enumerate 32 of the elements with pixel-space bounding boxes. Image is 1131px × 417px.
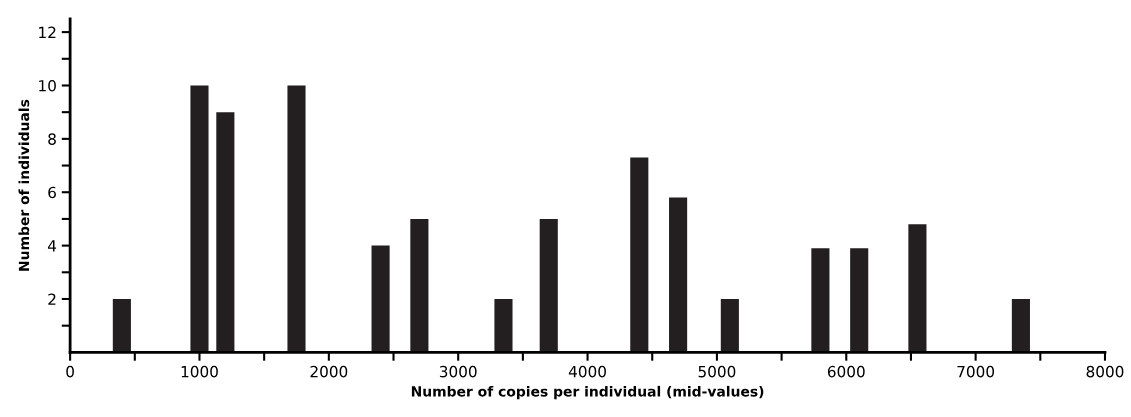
bar — [410, 218, 429, 353]
y-tick-label: 2 — [48, 293, 56, 305]
y-tick-label: 8 — [48, 133, 56, 145]
bar — [216, 112, 235, 353]
x-tick-label: 2000 — [310, 365, 348, 378]
y-tick-label: 4 — [47, 240, 57, 252]
x-tick-label: 5000 — [698, 365, 736, 378]
y-tick-label: 10 — [39, 79, 56, 92]
y-tick-label: 12 — [39, 26, 56, 38]
bar — [539, 218, 558, 353]
bar — [190, 85, 209, 353]
bar — [1011, 298, 1030, 353]
y-axis-title: Number of individuals — [18, 99, 30, 271]
x-tick-label: 6000 — [827, 365, 865, 378]
y-tick-label: 6 — [48, 186, 56, 199]
x-tick-label: 3000 — [439, 365, 477, 378]
bar — [112, 298, 131, 353]
bar — [850, 248, 869, 353]
bar — [371, 245, 390, 353]
bar — [287, 85, 306, 353]
x-tick-label: 7000 — [957, 365, 995, 378]
bar — [669, 197, 688, 353]
bar — [811, 248, 830, 353]
bar — [494, 298, 513, 353]
bar — [720, 298, 739, 353]
x-tick-label: 0 — [66, 365, 74, 378]
bar — [630, 157, 649, 353]
x-tick-label: 4000 — [568, 365, 606, 378]
x-tick-label: 8000 — [1086, 365, 1124, 378]
x-tick-label: 1000 — [181, 365, 218, 378]
x-axis-title: Number of copies per individual (mid-values) — [411, 385, 764, 400]
bar — [908, 224, 927, 353]
